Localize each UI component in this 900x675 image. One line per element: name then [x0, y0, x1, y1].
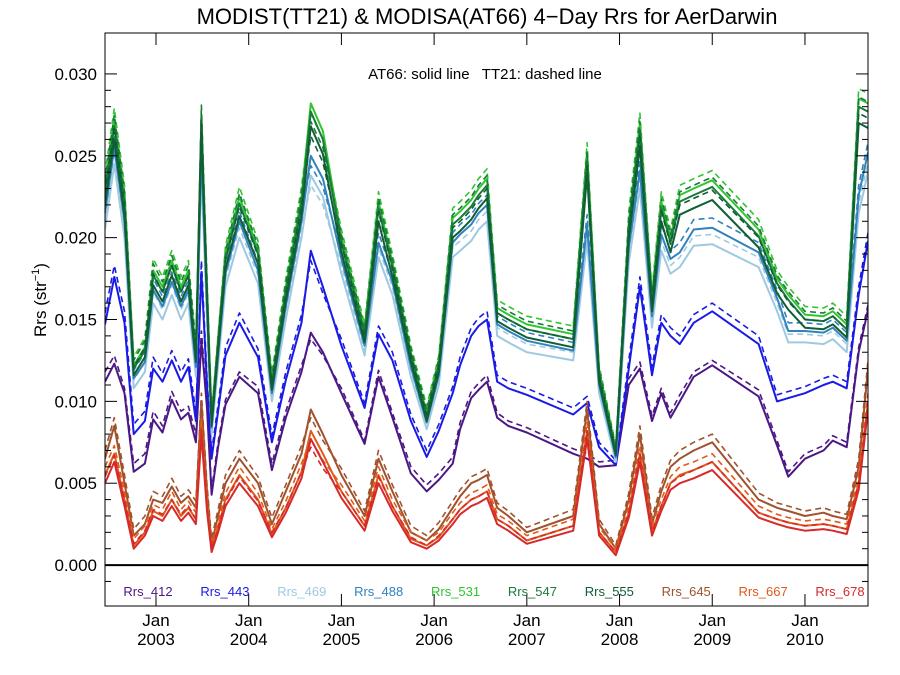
- y-tick-label: 0.030: [54, 65, 97, 84]
- y-tick-label: 0.015: [54, 311, 97, 330]
- legend-item-rrs-412: Rrs_412: [123, 584, 172, 599]
- legend-item-rrs-678: Rrs_678: [815, 584, 864, 599]
- chart-title: MODIST(TT21) & MODISA(AT66) 4−Day Rrs fo…: [197, 4, 778, 29]
- legend-item-rrs-443: Rrs_443: [200, 584, 249, 599]
- x-tick-label-month: Jan: [328, 611, 355, 630]
- x-tick-label-year: 2005: [322, 630, 360, 649]
- legend-item-rrs-555: Rrs_555: [585, 584, 634, 599]
- series-lines: [105, 87, 868, 557]
- x-tick-label-year: 2010: [786, 630, 824, 649]
- series-rrs-645-dashed: [105, 360, 868, 547]
- x-tick-label-month: Jan: [420, 611, 447, 630]
- x-tick-label-month: Jan: [699, 611, 726, 630]
- series-rrs-678-solid: [105, 409, 868, 557]
- legend-item-rrs-547: Rrs_547: [508, 584, 557, 599]
- y-tick-label: 0.000: [54, 556, 97, 575]
- x-tick-label-month: Jan: [513, 611, 540, 630]
- x-tick-label-month: Jan: [142, 611, 169, 630]
- series-rrs-678-dashed: [105, 401, 868, 553]
- legend: Rrs_412 Rrs_443 Rrs_469 Rrs_488 Rrs_531 Rrs_5…: [123, 584, 864, 599]
- x-tick-label-year: 2003: [137, 630, 175, 649]
- series-rrs-443-solid: [105, 240, 868, 467]
- y-axis-label: Rrs (str−1): [30, 263, 50, 337]
- y-tick-label: 0.020: [54, 229, 97, 248]
- series-rrs-412-dashed: [105, 304, 868, 491]
- series-rrs-488-solid: [105, 146, 868, 458]
- x-tick-label-year: 2006: [415, 630, 453, 649]
- legend-item-rrs-667: Rrs_667: [739, 584, 788, 599]
- y-tick-label: 0.025: [54, 147, 97, 166]
- legend-item-rrs-645: Rrs_645: [662, 584, 711, 599]
- x-tick-label-month: Jan: [791, 611, 818, 630]
- x-tick-label-year: 2004: [230, 630, 268, 649]
- y-tick-label: 0.005: [54, 474, 97, 493]
- series-rrs-469-solid: [105, 163, 868, 463]
- y-tick-label: 0.010: [54, 392, 97, 411]
- x-tick-label-year: 2008: [601, 630, 639, 649]
- x-tick-label-year: 2007: [508, 630, 546, 649]
- legend-item-rrs-469: Rrs_469: [277, 584, 326, 599]
- legend-item-rrs-488: Rrs_488: [354, 584, 403, 599]
- x-tick-label-year: 2009: [693, 630, 731, 649]
- series-rrs-645-solid: [105, 368, 868, 550]
- series-rrs-443-dashed: [105, 232, 868, 462]
- x-tick-label-month: Jan: [235, 611, 262, 630]
- axes: 0.0000.0050.0100.0150.0200.0250.030Jan20…: [54, 32, 869, 649]
- x-tick-label-month: Jan: [606, 611, 633, 630]
- legend-item-rrs-531: Rrs_531: [431, 584, 480, 599]
- line-style-note: AT66: solid line TT21: dashed line: [368, 66, 602, 83]
- series-rrs-412-solid: [105, 309, 868, 496]
- series-rrs-555-solid: [105, 122, 868, 457]
